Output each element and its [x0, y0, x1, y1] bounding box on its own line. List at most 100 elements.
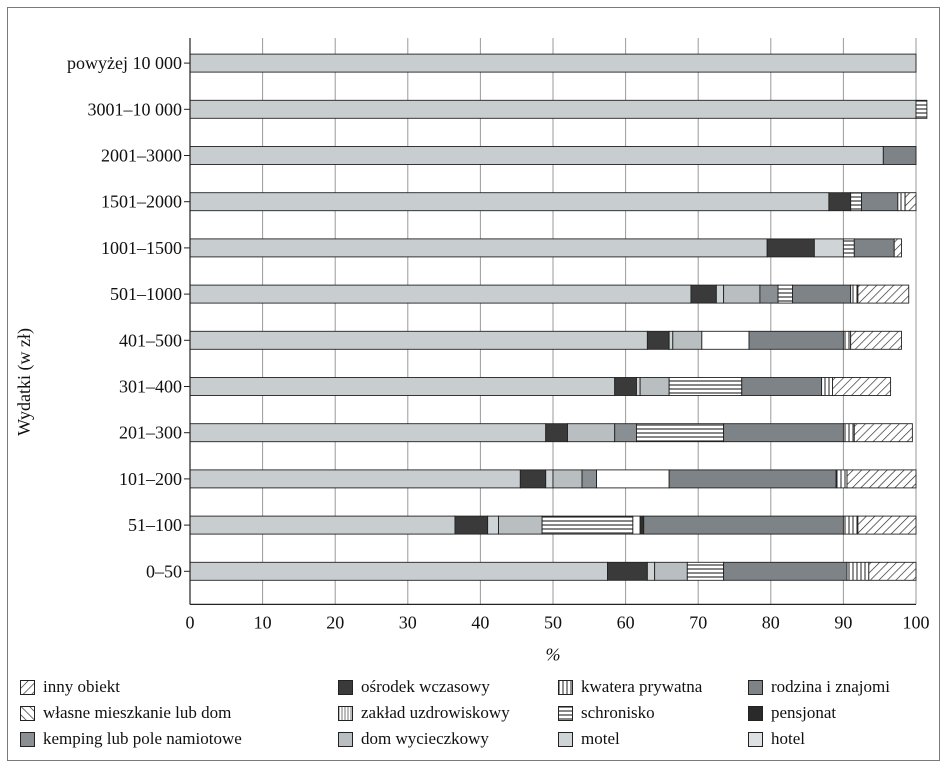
bar-segment [868, 561, 917, 581]
bar-segment [487, 515, 500, 535]
x-tick-label: 10 [254, 612, 272, 632]
bar-segment [607, 561, 648, 581]
legend-swatch [20, 679, 35, 695]
legend-item: dom wycieczkowy [338, 729, 489, 749]
bar-segment [552, 469, 583, 489]
y-tick-label: 1501–2000 [101, 192, 182, 212]
bar-segment [897, 192, 906, 212]
legend-item: pensjonat [748, 703, 836, 723]
bar-segment [690, 284, 717, 304]
bar-segment [842, 238, 855, 258]
bar-segment [715, 284, 725, 304]
legend-item: zakład uzdrowiskowy [338, 703, 510, 723]
bar-segment [777, 284, 794, 304]
y-tick-label: 301–400 [119, 377, 182, 397]
bar-segment [850, 192, 862, 212]
bar-segment [904, 192, 917, 212]
legend-swatch [558, 679, 573, 695]
bar-segment [792, 284, 852, 304]
bar-segment [686, 561, 725, 581]
legend-swatch [558, 705, 573, 721]
x-tick-label: 100 [903, 612, 930, 632]
bar-segment [853, 423, 913, 443]
y-tick-label: 101–200 [119, 469, 182, 489]
bar-segment [189, 99, 917, 119]
bar-segment [842, 330, 852, 350]
legend-swatch [748, 705, 763, 721]
bar-segment [654, 561, 688, 581]
bar-segment [636, 377, 641, 396]
bar-segment [759, 284, 779, 304]
bar-segment [541, 515, 634, 535]
x-tick-label: 80 [762, 612, 780, 632]
bar-segment [189, 469, 521, 489]
bar-segment [668, 469, 837, 489]
y-tick-label: 3001–10 000 [88, 99, 183, 119]
bar-segment [842, 515, 859, 535]
bar-segment [454, 515, 489, 535]
bar-segment [614, 423, 637, 443]
legend-swatch [20, 705, 35, 721]
bar-segment [545, 469, 554, 489]
legend-label: pensjonat [771, 703, 837, 722]
bar-segment [850, 284, 859, 304]
bar-segment [545, 423, 568, 443]
legend-label: kemping lub pole namiotowe [43, 729, 242, 748]
bar-segment [596, 469, 670, 489]
bar-segment [632, 515, 641, 535]
bar-segment [857, 515, 917, 535]
legend-swatch [338, 731, 353, 747]
bar-segment [498, 515, 543, 535]
bar-segment [846, 469, 917, 489]
y-tick-label: 1001–1500 [101, 238, 182, 258]
legend-item: motel [558, 729, 620, 749]
legend-label: schronisko [581, 703, 655, 722]
x-tick-label: 20 [326, 612, 344, 632]
legend-item: ośrodek wczasowy [338, 677, 490, 697]
y-tick-label: 2001–3000 [101, 146, 182, 166]
bar-segment [639, 377, 670, 396]
bar-segment [189, 330, 648, 350]
bar-segment [915, 99, 928, 119]
legend-swatch [558, 731, 573, 747]
legend-label: własne mieszkanie lub dom [43, 703, 232, 722]
x-tick-label: 40 [471, 612, 489, 632]
bar-segment [832, 377, 892, 396]
legend-item: hotel [748, 729, 805, 749]
bar-segment [813, 238, 844, 258]
chart-frame: 0 10 20 30 40 50 60 70 80 90 100% powyżej 10 000 300… [7, 7, 940, 761]
bar-segment [646, 330, 670, 350]
bar-segment [723, 423, 844, 443]
legend-item: kwatera prywatna [558, 677, 702, 697]
legend-swatch [338, 679, 353, 695]
legend-label: zakład uzdrowiskowy [361, 703, 510, 722]
bar-segment [723, 284, 761, 304]
bar-segment [189, 238, 768, 258]
legend-swatch [748, 679, 763, 695]
bar-segment [189, 53, 917, 73]
x-axis-label: % [546, 644, 561, 664]
bar-segment [189, 192, 830, 212]
bar-segment [614, 377, 637, 396]
bar-segment [828, 192, 852, 212]
x-tick-label: 60 [617, 612, 635, 632]
bar-segment [741, 377, 823, 396]
x-tick-label: 50 [544, 612, 562, 632]
bar-segment [189, 561, 608, 581]
legend-item: własne mieszkanie lub dom [20, 703, 231, 723]
bar-segment [853, 238, 895, 258]
bar-segment [701, 330, 750, 350]
bar-segment [672, 330, 703, 350]
bar-segment [850, 330, 902, 350]
legend-swatch [20, 731, 35, 747]
y-tick-label: 501–1000 [110, 284, 182, 304]
legend-label: ośrodek wczasowy [361, 677, 490, 696]
x-tick-label: 0 [186, 612, 195, 632]
y-axis-label: Wydatki (w zł) [14, 328, 34, 436]
bar-segment [189, 423, 547, 443]
bar-segment [581, 469, 598, 489]
stacked-bar-chart: 0 10 20 30 40 50 60 70 80 90 100% powyżej 10 000 300… [67, 38, 930, 664]
bar-segment [668, 377, 743, 396]
legend-label: hotel [771, 729, 805, 748]
legend-label: motel [581, 729, 620, 748]
